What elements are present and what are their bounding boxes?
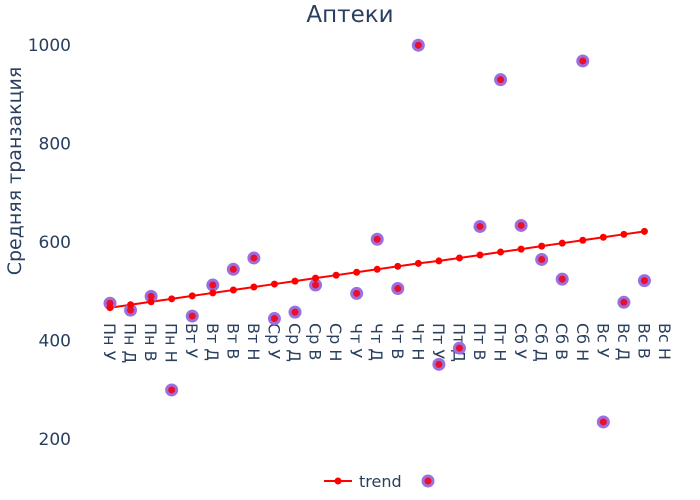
scatter-point-inner	[558, 275, 566, 283]
trend-point	[558, 239, 566, 247]
y-tick-label: 800	[39, 135, 71, 155]
scatter-point-inner	[394, 284, 402, 292]
scatter-point-inner	[538, 255, 546, 263]
scatter-point-inner	[168, 386, 176, 394]
legend-trend-label: trend	[359, 472, 402, 491]
trend-point	[517, 245, 525, 253]
x-tick-label: Вс В	[634, 323, 653, 359]
trend-point	[640, 227, 648, 235]
scatter-point-inner	[127, 306, 135, 314]
trend-point	[620, 230, 628, 238]
x-tick-label: Вт У	[182, 323, 201, 358]
scatter-point-inner	[250, 254, 258, 262]
x-tick-label: Вс У	[593, 323, 612, 358]
x-tick-label: Вт В	[223, 323, 242, 359]
x-tick-label: Вт Н	[244, 323, 263, 360]
scatter-point-inner	[353, 289, 361, 297]
scatter-point-inner	[517, 221, 525, 229]
trend-point	[106, 304, 114, 312]
trend-point	[188, 292, 196, 300]
scatter-point-inner	[270, 315, 278, 323]
trend-point	[455, 254, 463, 262]
trend-point	[476, 251, 484, 259]
scatter-point-inner	[435, 360, 443, 368]
scatter-point-inner	[291, 308, 299, 316]
legend: trend	[324, 472, 435, 491]
trend-point	[538, 242, 546, 250]
trend-point	[394, 262, 402, 270]
trend-point	[579, 236, 587, 244]
trend-point	[332, 271, 340, 279]
x-tick-label: Ср У	[264, 323, 283, 359]
x-tick-label: Пт Н	[491, 323, 510, 361]
trend-point	[353, 268, 361, 276]
x-tick-label: Чт У	[347, 323, 366, 358]
trend-point	[250, 283, 258, 291]
x-tick-label: Чт В	[388, 323, 407, 359]
scatter-point-inner	[579, 57, 587, 65]
y-tick-label: 200	[39, 430, 71, 450]
scatter-point-inner	[414, 41, 422, 49]
legend-points-marker-inner	[424, 477, 432, 485]
scatter-point-inner	[312, 281, 320, 289]
x-tick-label: Пн Д	[121, 323, 140, 363]
legend-trend-marker	[334, 477, 342, 485]
chart-title: Аптеки	[306, 2, 393, 28]
scatter-point-inner	[147, 292, 155, 300]
x-tick-label: Чт Д	[367, 323, 386, 361]
y-tick-label: 400	[39, 332, 71, 352]
trend-point	[599, 233, 607, 241]
trend-point	[147, 298, 155, 306]
y-tick-label: 1000	[28, 36, 71, 56]
trend-point	[373, 265, 381, 273]
trend-point	[168, 295, 176, 303]
x-tick-label: Пт У	[429, 323, 448, 359]
x-tick-label: Сб Д	[532, 323, 551, 362]
x-tick-label: Пн В	[141, 323, 160, 362]
x-tick-label: Ср Н	[326, 323, 345, 361]
scatter-point-inner	[229, 265, 237, 273]
trend-point	[414, 259, 422, 267]
y-tick-label: 600	[39, 233, 71, 253]
trend-point	[435, 257, 443, 265]
x-tick-label: Вт Д	[203, 323, 222, 361]
scatter-point-inner	[497, 76, 505, 84]
scatter-point-inner	[188, 312, 196, 320]
x-tick-label: Ср Д	[285, 323, 304, 362]
trend-point	[291, 277, 299, 285]
x-tick-label: Пн У	[100, 323, 119, 361]
y-axis-title: Средняя транзакция	[4, 67, 26, 276]
scatter-point-inner	[476, 222, 484, 230]
plot-area	[103, 38, 651, 429]
scatter-point-inner	[620, 298, 628, 306]
trend-point	[127, 301, 135, 309]
x-tick-label: Чт Н	[408, 323, 427, 360]
x-axis-ticks: Пн У Пн Д Пн В Пн Н Вт У Вт Д Вт В Вт Н Ср У Ср Д…	[100, 323, 674, 363]
x-tick-label: Сб В	[552, 323, 571, 360]
scatter-point-inner	[599, 418, 607, 426]
x-tick-label: Сб Н	[573, 323, 592, 361]
x-tick-label: Вс Н	[655, 323, 674, 360]
scatter-point-inner	[640, 277, 648, 285]
scatter-point-inner	[455, 344, 463, 352]
trend-point	[270, 280, 278, 288]
x-tick-label: Пт В	[470, 323, 489, 360]
y-axis-ticks: 200 400 600 800 1000	[28, 36, 71, 450]
trend-point	[229, 286, 237, 294]
x-tick-label: Ср В	[306, 323, 325, 360]
x-tick-label: Пн Н	[162, 323, 181, 363]
scatter-point-inner	[373, 235, 381, 243]
x-tick-label: Сб У	[511, 323, 530, 359]
trend-point	[312, 274, 320, 282]
trend-point	[209, 289, 217, 297]
x-tick-label: Вс Д	[614, 323, 633, 360]
scatter-point-inner	[209, 281, 217, 289]
trend-point	[497, 248, 505, 256]
